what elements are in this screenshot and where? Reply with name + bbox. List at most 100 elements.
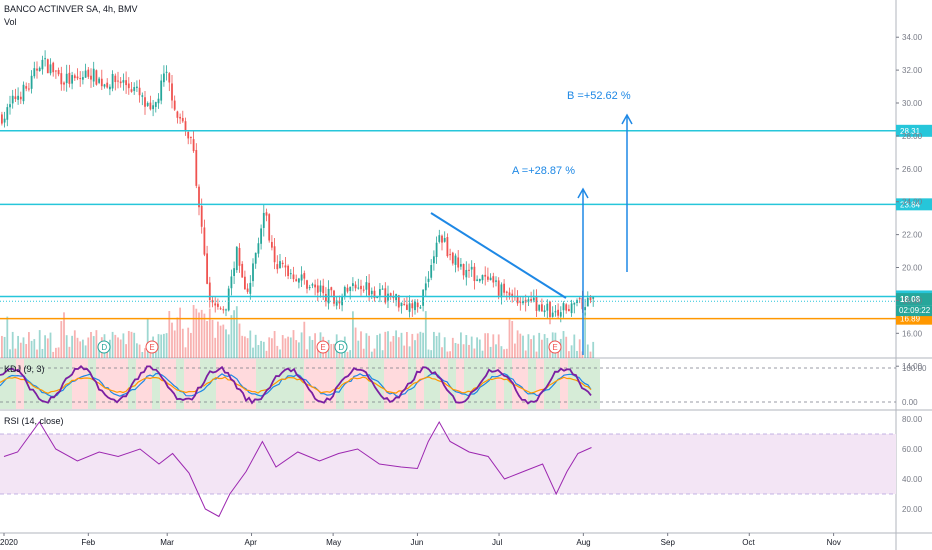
volume-bar — [119, 339, 122, 358]
volume-bar — [524, 350, 527, 358]
candle-body — [136, 86, 138, 89]
candle-body — [233, 268, 235, 276]
volume-bar — [532, 335, 535, 358]
volume-bar — [497, 334, 500, 358]
candle-body — [554, 311, 557, 313]
volume-bar — [238, 323, 241, 358]
volume-bar — [214, 337, 217, 358]
candle-body — [287, 265, 289, 277]
volume-bar — [438, 332, 441, 358]
candle-body — [473, 266, 476, 282]
candle-body — [73, 75, 76, 79]
candle-body — [487, 276, 489, 280]
volume-bar — [276, 345, 279, 358]
candle-body — [198, 186, 200, 208]
volume-bar — [73, 330, 76, 358]
candle-body — [446, 237, 449, 257]
candle-body — [551, 312, 554, 317]
kdj-line-d — [0, 376, 592, 394]
candle-body — [379, 289, 381, 296]
kdj-stripe — [8, 359, 16, 409]
candle-body — [532, 297, 535, 301]
price-tick-label: 18.00 — [902, 296, 923, 305]
kdj-stripe — [344, 359, 352, 409]
volume-bar — [38, 330, 41, 358]
volume-bar — [184, 347, 187, 358]
candles-group — [1, 50, 595, 325]
kdj-stripe — [112, 359, 120, 409]
volume-bar — [82, 339, 84, 358]
candle-body — [36, 68, 38, 71]
volume-bar — [460, 332, 462, 358]
candle-body — [241, 263, 244, 278]
candle-body — [362, 289, 365, 291]
candle-body — [449, 254, 451, 256]
candle-body — [376, 296, 379, 299]
kdj-stripe — [48, 359, 56, 409]
candle-body — [389, 293, 392, 297]
candle-body — [92, 68, 95, 82]
volume-bar — [14, 348, 17, 358]
volume-bar — [179, 307, 181, 358]
volume-bar — [233, 310, 235, 358]
volume-bar — [1, 335, 3, 358]
volume-bar — [176, 317, 179, 358]
candle-body — [200, 205, 203, 227]
candle-body — [360, 285, 362, 290]
candle-body — [400, 302, 403, 307]
volume-bar — [473, 348, 476, 358]
volume-bar — [68, 346, 71, 358]
candle-body — [508, 292, 511, 296]
volume-bar — [33, 339, 36, 358]
candle-body — [1, 114, 3, 124]
level-badge — [896, 198, 932, 211]
candle-body — [505, 291, 508, 293]
rsi-tick-label: 40.00 — [902, 475, 923, 484]
volume-bar — [508, 319, 511, 358]
time-tick-label: Feb — [81, 538, 95, 547]
candle-body — [195, 150, 198, 186]
volume-bar — [200, 309, 203, 358]
volume-bar — [141, 351, 144, 358]
kdj-stripe — [288, 359, 296, 409]
candle-body — [281, 262, 284, 265]
kdj-line-k — [0, 372, 592, 398]
candle-body — [206, 253, 208, 284]
candle-body — [82, 77, 84, 80]
time-tick-label: Apr — [245, 538, 258, 547]
kdj-stripe — [192, 359, 200, 409]
kdj-stripe — [160, 359, 168, 409]
candle-body — [246, 288, 249, 292]
candle-body — [11, 95, 14, 104]
candle-body — [265, 212, 268, 216]
candle-body — [349, 286, 352, 291]
volume-bar — [225, 329, 227, 358]
event-marker-e-icon — [145, 340, 159, 354]
volume-bar — [160, 334, 163, 358]
candle-body — [451, 252, 454, 264]
candle-body — [341, 296, 343, 306]
volume-bar — [451, 337, 454, 358]
candle-body — [192, 139, 195, 152]
candle-body — [203, 227, 206, 255]
volume-bar — [198, 312, 200, 358]
kdj-stripe — [384, 359, 392, 409]
volume-bar — [381, 350, 384, 358]
annotation-b: B =+52.62 % — [567, 90, 631, 102]
event-marker-label: D — [101, 343, 107, 352]
rsi-tick-label: 20.00 — [902, 505, 923, 514]
candle-body — [225, 309, 227, 311]
kdj-stripe — [88, 359, 96, 409]
candle-body — [276, 264, 279, 270]
volume-bar — [25, 343, 28, 358]
kdj-stripe — [432, 359, 440, 409]
volume-bar — [354, 327, 357, 358]
candle-body — [235, 246, 238, 271]
candle-body — [63, 82, 65, 85]
candle-body — [144, 97, 146, 107]
volume-bar — [306, 349, 308, 358]
kdj-stripe — [144, 359, 152, 409]
volume-bar — [281, 335, 284, 358]
volume-bar — [397, 337, 400, 358]
volume-bar — [171, 322, 173, 358]
